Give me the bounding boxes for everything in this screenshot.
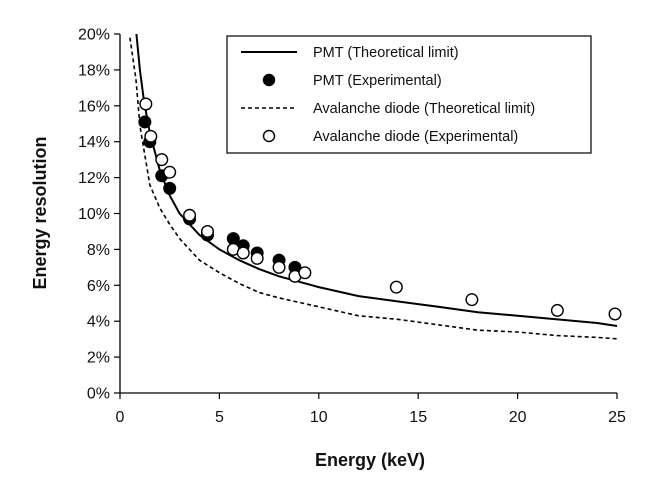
avalanche-experimental-point — [298, 266, 312, 280]
pmt-experimental-point — [226, 232, 240, 246]
y-tick-label: 16% — [78, 98, 110, 115]
x-tick-label: 15 — [409, 409, 427, 426]
legend-swatch-marker — [262, 73, 276, 87]
avalanche-experimental-point — [200, 224, 214, 238]
avalanche-theoretical-line — [129, 37, 617, 340]
avalanche-experimental-point — [163, 165, 177, 179]
pmt-experimental-point — [138, 115, 152, 129]
y-tick-label: 0% — [87, 386, 110, 403]
y-tick-label: 12% — [78, 170, 110, 187]
avalanche-experimental-point — [250, 251, 264, 265]
avalanche-experimental-point — [183, 208, 197, 222]
avalanche-experimental-point — [550, 303, 564, 317]
avalanche-experimental-point — [144, 129, 158, 143]
avalanche-experimental-point — [272, 260, 286, 274]
legend-box — [226, 35, 592, 154]
y-tick-label: 20% — [78, 27, 110, 44]
avalanche-experimental-point — [465, 293, 479, 307]
legend-label: PMT (Theoretical limit) — [313, 45, 459, 61]
x-tick-label: 20 — [509, 409, 527, 426]
x-tick-label: 25 — [608, 409, 626, 426]
avalanche-experimental-point — [389, 280, 403, 294]
x-tick-label: 5 — [215, 409, 224, 426]
y-tick-label: 4% — [87, 314, 110, 331]
avalanche-experimental-point — [608, 307, 622, 321]
y-tick-label: 8% — [87, 242, 110, 259]
y-tick-label: 18% — [78, 62, 110, 79]
legend-swatch-marker — [262, 129, 276, 143]
pmt-theoretical-line — [135, 34, 617, 328]
pmt-experimental-point — [163, 181, 177, 195]
x-tick-label: 10 — [310, 409, 328, 426]
legend-label: Avalanche diode (Theoretical limit) — [313, 101, 535, 117]
x-axis-title: Energy (keV) — [315, 450, 425, 470]
y-tick-label: 2% — [87, 350, 110, 367]
y-axis-title: Energy resolution — [30, 136, 50, 289]
axes: 0% 2% 4% 6% 8% 10% 12% 14% 16% 18% 20% 0 5 10 15 20 25 — [78, 27, 626, 427]
x-tick-label: 0 — [116, 409, 125, 426]
avalanche-experimental-point — [236, 246, 250, 260]
y-tick-label: 14% — [78, 134, 110, 151]
legend-label: PMT (Experimental) — [313, 73, 442, 89]
avalanche-experimental-point — [139, 97, 153, 111]
avalanche-experimental-point — [155, 153, 169, 167]
legend-label: Avalanche diode (Experimental) — [313, 129, 518, 145]
legend: PMT (Theoretical limit) PMT (Experimental… — [226, 35, 592, 154]
y-tick-label: 10% — [78, 206, 110, 223]
y-tick-label: 6% — [87, 278, 110, 295]
plot-area — [129, 34, 622, 340]
